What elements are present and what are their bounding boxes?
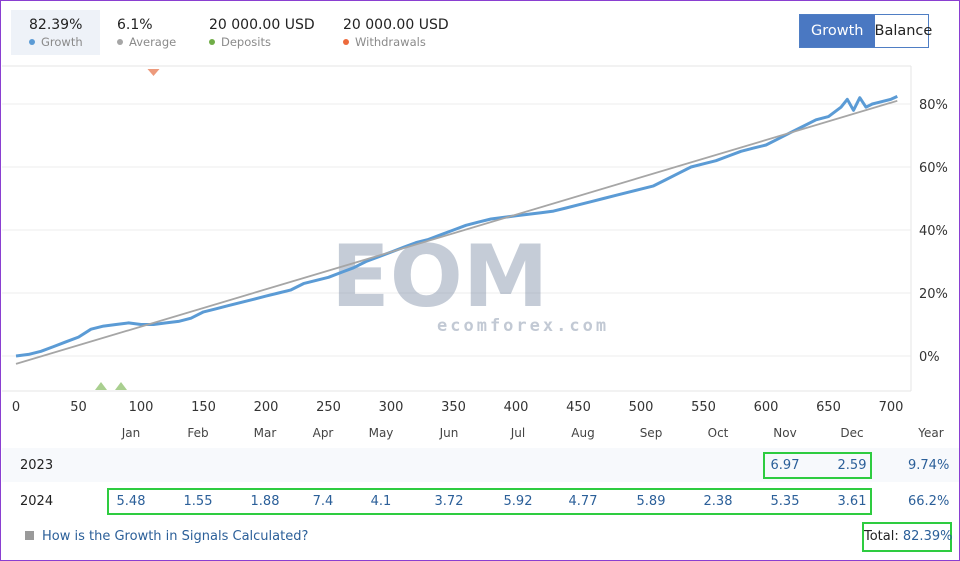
stat-withdrawals-value: 20 000.00 USD: [343, 17, 449, 33]
month-header: Apr: [312, 426, 334, 440]
help-icon: [25, 531, 34, 540]
watermark-brand: EOM: [331, 227, 548, 327]
x-tick-label: 650: [816, 400, 841, 415]
growth-dot-icon: [29, 38, 35, 45]
x-tick-label: 400: [504, 400, 529, 415]
month-value-cell: 5.89: [636, 494, 666, 509]
year-total-cell: 66.2%: [908, 494, 950, 509]
total-value: 82.39%: [902, 529, 953, 544]
month-header: Jun: [439, 426, 459, 440]
y-tick-label: 60%: [919, 161, 948, 176]
total-growth: Total: 82.39%: [862, 522, 952, 552]
table-row-2024: 2024: [2, 484, 959, 518]
month-value-cell: 3.61: [837, 494, 867, 509]
month-value-cell: 1.55: [183, 494, 213, 509]
y-tick-label: 40%: [919, 224, 948, 239]
row-year-label: 2024: [20, 494, 54, 509]
withdrawals-dot-icon: [343, 38, 349, 45]
y-tick-label: 80%: [919, 98, 948, 113]
stat-growth-label: Growth: [29, 35, 83, 49]
stat-deposits[interactable]: 20 000.00 USD Deposits: [201, 10, 321, 55]
stat-deposits-label: Deposits: [209, 35, 271, 49]
year-column-header: Year: [918, 426, 944, 440]
stat-growth[interactable]: 82.39% Growth: [11, 10, 100, 55]
month-value-cell: 1.88: [250, 494, 280, 509]
x-tick-label: 550: [691, 400, 716, 415]
month-value-cell: 2.38: [703, 494, 733, 509]
watermark-site: ecomforex.com: [437, 316, 609, 336]
stat-average[interactable]: 6.1% Average: [111, 10, 191, 55]
series-line-average: [15, 99, 898, 365]
stat-withdrawals-label: Withdrawals: [343, 35, 426, 49]
chart-mode-toggle: Growth Balance: [799, 14, 932, 48]
month-header: Aug: [571, 426, 595, 440]
highlight-box-2024: [107, 488, 872, 515]
month-header: Nov: [773, 426, 797, 440]
withdrawal-marker-icon: [147, 69, 160, 76]
x-tick-label: 50: [70, 400, 87, 415]
growth-toggle-button[interactable]: Growth: [800, 15, 875, 47]
x-tick-label: 600: [754, 400, 779, 415]
x-tick-label: 350: [441, 400, 466, 415]
row-year-label: 2023: [20, 458, 54, 473]
month-value-cell: 5.35: [770, 494, 800, 509]
month-header: May: [368, 426, 394, 440]
month-value-cell: 7.4: [312, 494, 334, 509]
month-value-cell: 5.48: [116, 494, 146, 509]
month-header: Jul: [510, 426, 526, 440]
y-tick-label: 20%: [919, 287, 948, 302]
x-tick-label: 500: [629, 400, 654, 415]
stat-average-value: 6.1%: [117, 17, 153, 33]
month-value-cell: 2.59: [837, 458, 867, 473]
x-tick-label: 0: [12, 400, 20, 415]
stat-withdrawals[interactable]: 20 000.00 USD Withdrawals: [336, 10, 456, 55]
y-tick-label: 0%: [919, 350, 940, 365]
deposits-dot-icon: [209, 38, 215, 45]
highlight-box-2023: [763, 452, 872, 479]
x-tick-label: 450: [566, 400, 591, 415]
x-tick-label: 200: [254, 400, 279, 415]
stat-deposits-value: 20 000.00 USD: [209, 17, 315, 33]
month-value-cell: 3.72: [434, 494, 464, 509]
x-tick-label: 300: [379, 400, 404, 415]
growth-help-link[interactable]: How is the Growth in Signals Calculated?: [25, 529, 308, 544]
total-label: Total:: [864, 529, 899, 544]
x-tick-label: 150: [191, 400, 216, 415]
stat-growth-value: 82.39%: [29, 17, 83, 33]
deposit-marker-icon: [115, 382, 127, 390]
x-tick-label: 250: [316, 400, 341, 415]
month-value-cell: 5.92: [503, 494, 533, 509]
month-header: Mar: [253, 426, 277, 440]
x-tick-label: 700: [879, 400, 904, 415]
month-value-cell: 6.97: [770, 458, 800, 473]
balance-toggle-button[interactable]: Balance: [874, 15, 932, 47]
month-value-cell: 4.77: [568, 494, 598, 509]
month-header: Oct: [707, 426, 729, 440]
month-header: Sep: [639, 426, 663, 440]
month-header: Dec: [840, 426, 864, 440]
month-value-cell: 4.1: [370, 494, 392, 509]
x-tick-label: 100: [129, 400, 154, 415]
month-header: Jan: [121, 426, 141, 440]
month-header: Feb: [187, 426, 209, 440]
deposit-marker-icon: [95, 382, 107, 390]
average-dot-icon: [117, 38, 123, 45]
year-total-cell: 9.74%: [908, 458, 950, 473]
growth-chart: 0% 20% 40% 60% 80% 0 50 100 150 200 250 300 350 400 45…: [2, 65, 948, 415]
stat-average-label: Average: [117, 35, 176, 49]
